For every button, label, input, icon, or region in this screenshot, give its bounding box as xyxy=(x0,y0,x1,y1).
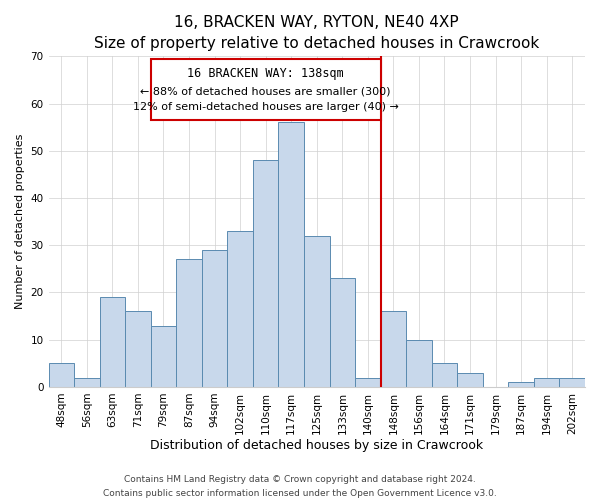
Bar xyxy=(304,236,329,387)
Bar xyxy=(380,312,406,387)
Bar xyxy=(100,297,125,387)
Bar xyxy=(329,278,355,387)
Bar xyxy=(227,231,253,387)
Bar xyxy=(253,160,278,387)
Bar xyxy=(432,364,457,387)
Bar xyxy=(457,373,483,387)
Bar xyxy=(151,326,176,387)
Bar xyxy=(176,260,202,387)
Bar xyxy=(534,378,559,387)
Title: 16, BRACKEN WAY, RYTON, NE40 4XP
Size of property relative to detached houses in: 16, BRACKEN WAY, RYTON, NE40 4XP Size of… xyxy=(94,15,539,51)
Bar xyxy=(355,378,380,387)
Bar xyxy=(278,122,304,387)
Bar xyxy=(559,378,585,387)
Bar xyxy=(406,340,432,387)
Text: ← 88% of detached houses are smaller (300): ← 88% of detached houses are smaller (30… xyxy=(140,87,391,97)
X-axis label: Distribution of detached houses by size in Crawcrook: Distribution of detached houses by size … xyxy=(150,440,484,452)
Bar xyxy=(202,250,227,387)
Bar xyxy=(74,378,100,387)
Y-axis label: Number of detached properties: Number of detached properties xyxy=(15,134,25,310)
Bar xyxy=(151,58,380,120)
Bar xyxy=(508,382,534,387)
Bar xyxy=(125,312,151,387)
Bar xyxy=(49,364,74,387)
Text: 12% of semi-detached houses are larger (40) →: 12% of semi-detached houses are larger (… xyxy=(133,102,398,112)
Text: 16 BRACKEN WAY: 138sqm: 16 BRACKEN WAY: 138sqm xyxy=(187,68,344,80)
Text: Contains HM Land Registry data © Crown copyright and database right 2024.
Contai: Contains HM Land Registry data © Crown c… xyxy=(103,476,497,498)
